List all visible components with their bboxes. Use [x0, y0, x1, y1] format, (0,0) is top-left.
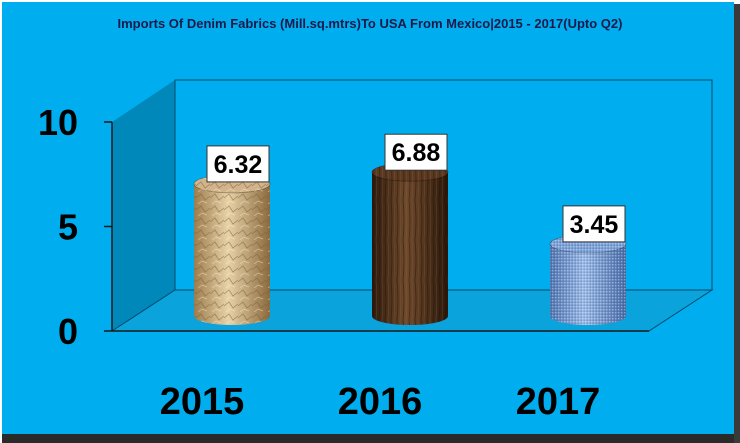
bar-2017: [549, 234, 627, 325]
y-axis-ticks: 0 5 10: [38, 102, 112, 352]
bars: 6.32 6.88 3.45: [193, 133, 627, 325]
bar-2016: [371, 162, 449, 325]
x-tick-label: 2017: [516, 381, 601, 423]
y-tick-label: 10: [38, 102, 78, 143]
bar-texture: [550, 243, 626, 325]
right-shadow: [734, 4, 740, 443]
x-axis-ticks: 2015 2016 2017: [160, 381, 601, 423]
data-label-box: [562, 205, 626, 243]
bar-texture: [194, 183, 270, 325]
data-label-box: [206, 145, 270, 183]
data-label: 6.32: [214, 151, 263, 179]
bottom-shadow: [2, 434, 740, 443]
bar-2015: [193, 174, 271, 325]
side-wall: [112, 80, 175, 331]
x-tick-label: 2016: [338, 381, 423, 423]
chart-title: Imports Of Denim Fabrics (Mill.sq.mtrs)T…: [118, 16, 623, 31]
y-tick-label: 0: [58, 311, 78, 352]
data-label-box: [384, 133, 448, 171]
data-label: 3.45: [570, 211, 619, 239]
y-tick-label: 5: [58, 207, 78, 248]
data-label: 6.88: [392, 139, 441, 167]
x-tick-label: 2015: [160, 381, 245, 423]
bar-texture: [372, 172, 448, 325]
